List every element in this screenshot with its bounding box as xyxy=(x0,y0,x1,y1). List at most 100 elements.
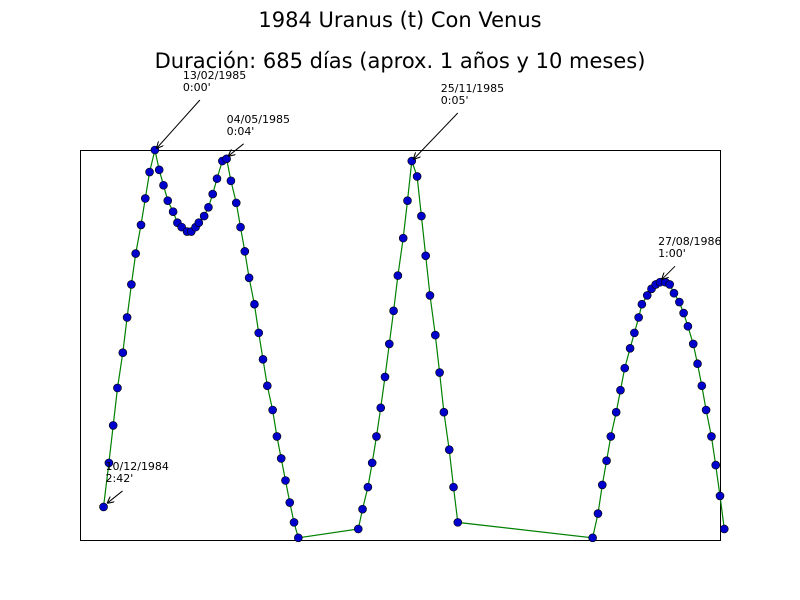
data-point xyxy=(131,249,140,258)
annotation-date: 10/12/1984 xyxy=(106,460,169,473)
data-point xyxy=(222,154,231,164)
data-point xyxy=(449,482,458,492)
annotation-arrow xyxy=(662,265,676,279)
annotation-label: 2:42' xyxy=(106,472,134,485)
data-point xyxy=(675,297,684,307)
data-point xyxy=(642,291,652,300)
annotation-arrow xyxy=(229,143,244,156)
data-point xyxy=(711,460,721,470)
data-point xyxy=(625,344,635,353)
data-point xyxy=(376,403,386,413)
data-point xyxy=(425,291,435,300)
data-point xyxy=(715,491,725,501)
data-point xyxy=(634,313,643,322)
data-point xyxy=(199,211,209,221)
data-point xyxy=(268,405,277,415)
data-point xyxy=(108,421,118,430)
data-point xyxy=(353,524,363,534)
data-point xyxy=(226,176,236,186)
data-point xyxy=(372,432,381,441)
data-point xyxy=(439,407,449,417)
annotation-date: 13/02/1985 xyxy=(183,69,246,82)
data-point xyxy=(620,363,630,373)
data-point xyxy=(231,198,241,208)
data-point xyxy=(453,518,463,527)
data-point xyxy=(363,482,373,492)
data-point xyxy=(122,313,132,322)
data-point xyxy=(398,233,408,243)
data-point xyxy=(588,533,597,543)
annotation-label: 0:04' xyxy=(227,125,255,138)
data-point xyxy=(240,247,250,256)
data-point xyxy=(683,321,693,331)
annotation-arrow xyxy=(108,490,123,503)
data-point xyxy=(294,533,303,543)
data-point xyxy=(719,524,729,534)
data-point xyxy=(393,271,403,280)
data-point xyxy=(276,454,286,463)
data-point xyxy=(285,498,295,507)
data-point xyxy=(630,328,639,338)
data-point xyxy=(208,189,218,199)
data-point xyxy=(244,273,254,283)
data-point xyxy=(602,456,611,465)
data-point xyxy=(250,299,259,309)
data-point xyxy=(688,339,698,349)
data-point xyxy=(637,299,647,309)
data-point xyxy=(236,222,245,232)
annotation-arrow xyxy=(414,112,459,159)
annotation-arrow xyxy=(157,99,201,148)
data-point xyxy=(403,196,412,205)
plot-frame xyxy=(80,150,721,541)
data-point xyxy=(384,339,394,349)
data-point xyxy=(616,385,625,395)
chart-subtitle: Duración: 685 días (aprox. 1 años y 10 m… xyxy=(155,49,646,73)
data-point xyxy=(606,432,616,441)
data-point xyxy=(127,280,136,289)
data-point xyxy=(118,348,128,358)
data-point xyxy=(697,381,707,391)
data-point xyxy=(679,308,688,318)
data-point xyxy=(417,211,426,221)
data-point xyxy=(99,502,108,512)
annotation-label: 0:00' xyxy=(183,81,211,94)
data-point xyxy=(163,196,173,205)
data-point xyxy=(665,280,674,289)
data-point xyxy=(431,330,440,340)
data-point xyxy=(168,207,178,216)
data-point xyxy=(289,518,299,527)
chart-title: 1984 Uranus (t) Con Venus xyxy=(258,8,541,32)
data-point xyxy=(412,172,422,181)
data-point xyxy=(272,432,282,441)
data-point xyxy=(262,381,272,391)
annotation-date: 27/08/1986 xyxy=(658,235,721,248)
data-point xyxy=(113,383,122,393)
data-point xyxy=(707,432,716,441)
data-point xyxy=(435,368,444,377)
data-point xyxy=(140,194,150,203)
data-point xyxy=(194,218,204,228)
data-point xyxy=(145,167,154,177)
data-point xyxy=(593,509,603,518)
data-point xyxy=(204,202,213,212)
series-line xyxy=(102,149,725,539)
annotation-label: 1:00' xyxy=(658,247,686,260)
data-point xyxy=(421,251,430,261)
data-point xyxy=(104,458,114,468)
data-point xyxy=(258,355,268,364)
data-point xyxy=(254,328,264,338)
data-point xyxy=(367,458,377,468)
data-point xyxy=(597,480,607,490)
data-point xyxy=(701,405,711,415)
data-point xyxy=(159,180,168,190)
data-point xyxy=(212,174,222,183)
data-point xyxy=(380,372,390,382)
data-point xyxy=(358,504,367,514)
data-point xyxy=(693,359,702,369)
data-point xyxy=(281,476,290,485)
data-point xyxy=(154,165,164,175)
data-point xyxy=(669,288,679,298)
annotation-date: 04/05/1985 xyxy=(227,113,290,126)
data-point xyxy=(611,407,621,417)
